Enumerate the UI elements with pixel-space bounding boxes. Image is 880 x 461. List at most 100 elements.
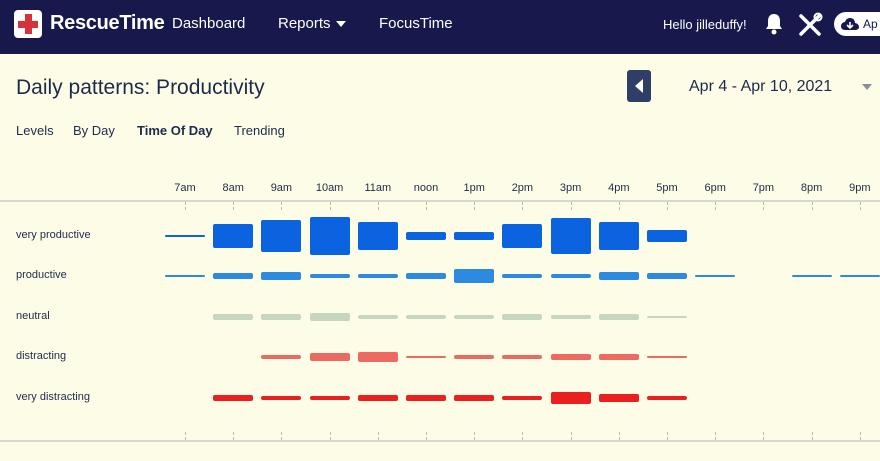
bar-very-productive-7am[interactable] [165, 235, 205, 237]
bar-neutral-1pm[interactable] [454, 314, 495, 320]
bar-distracting-9am[interactable] [261, 354, 302, 360]
hour-label-9am: 9am [270, 182, 293, 194]
hour-tick-top [811, 202, 813, 210]
date-range-selector[interactable]: Apr 4 - Apr 10, 2021 [689, 78, 833, 95]
nav-focustime[interactable]: FocusTime [379, 15, 453, 32]
tab-trending[interactable]: Trending [234, 123, 285, 138]
bar-neutral-noon[interactable] [406, 315, 446, 319]
bar-productive-5pm[interactable] [647, 273, 687, 279]
hour-label-9pm: 9pm [849, 182, 871, 194]
hour-tick-bottom [667, 432, 668, 440]
bar-productive-3pm[interactable] [550, 273, 591, 279]
bar-neutral-4pm[interactable] [598, 314, 639, 320]
bar-very-distracting-5pm[interactable] [647, 396, 687, 400]
bar-distracting-4pm[interactable] [598, 353, 639, 361]
row-label-neutral: neutral [16, 310, 50, 322]
chevron-down-icon[interactable] [336, 21, 346, 27]
bar-very-productive-1pm[interactable] [454, 231, 495, 241]
page-title: Daily patterns: Productivity [16, 76, 265, 99]
brand-name[interactable]: RescueTime [50, 12, 165, 34]
nav-reports[interactable]: Reports [278, 15, 331, 32]
app-button-label: Ap [863, 17, 878, 31]
hour-tick-top [426, 202, 427, 210]
bar-productive-2pm[interactable] [502, 274, 543, 278]
bar-very-distracting-4pm[interactable] [598, 393, 639, 403]
bar-productive-6pm[interactable] [695, 275, 736, 277]
bar-very-productive-8am[interactable] [213, 224, 254, 248]
chevron-down-icon[interactable] [862, 84, 872, 90]
hour-tick-bottom [185, 432, 186, 440]
hour-tick-top [377, 202, 379, 210]
bar-very-productive-10am[interactable] [309, 217, 350, 255]
bar-distracting-5pm[interactable] [647, 355, 687, 359]
top-navigation-bar: RescueTime Dashboard Reports FocusTime H… [0, 0, 880, 54]
bar-very-distracting-2pm[interactable] [502, 396, 543, 400]
row-label-very-productive: very productive [16, 229, 91, 241]
bar-very-distracting-11am[interactable] [357, 395, 398, 401]
bar-very-distracting-noon[interactable] [406, 395, 446, 401]
bar-neutral-10am[interactable] [309, 313, 350, 321]
bar-productive-noon[interactable] [406, 272, 446, 280]
bar-very-productive-4pm[interactable] [598, 222, 639, 250]
bar-distracting-noon[interactable] [406, 355, 446, 359]
bar-very-productive-11am[interactable] [357, 222, 398, 250]
bar-very-productive-9am[interactable] [261, 219, 302, 253]
bar-neutral-8am[interactable] [213, 314, 254, 320]
bar-productive-7am[interactable] [165, 275, 205, 277]
hour-label-3pm: 3pm [559, 182, 582, 194]
bar-very-distracting-9am[interactable] [261, 395, 302, 401]
bar-neutral-3pm[interactable] [550, 315, 591, 319]
hour-label-11am: 11am [364, 182, 392, 194]
tools-icon[interactable] [797, 12, 823, 43]
hour-tick-top [329, 202, 331, 210]
hour-tick-bottom [811, 432, 813, 440]
bar-productive-1pm[interactable] [454, 269, 495, 283]
bar-productive-4pm[interactable] [598, 272, 639, 280]
bar-very-productive-noon[interactable] [406, 231, 446, 241]
hour-tick-bottom [281, 432, 283, 440]
user-greeting[interactable]: Hello jilleduffy! [663, 17, 747, 32]
bar-distracting-1pm[interactable] [454, 354, 495, 360]
bar-distracting-10am[interactable] [309, 353, 350, 361]
bell-icon[interactable] [764, 12, 784, 41]
hour-tick-bottom [426, 432, 427, 440]
tab-time-of-day[interactable]: Time Of Day [137, 123, 213, 138]
bar-very-distracting-1pm[interactable] [454, 395, 495, 401]
hour-tick-top [667, 202, 668, 210]
bar-distracting-3pm[interactable] [550, 353, 591, 361]
bar-productive-9am[interactable] [261, 272, 302, 280]
hour-tick-top [618, 202, 620, 210]
tab-by-day[interactable]: By Day [73, 123, 115, 138]
bar-very-productive-2pm[interactable] [502, 224, 543, 248]
bar-distracting-2pm[interactable] [502, 354, 543, 360]
rescuetime-logo-icon[interactable] [14, 10, 42, 38]
hour-label-6pm: 6pm [704, 182, 726, 194]
bar-productive-9pm[interactable] [839, 275, 880, 277]
bar-productive-10am[interactable] [309, 273, 350, 279]
hour-tick-top [281, 202, 283, 210]
previous-week-button[interactable] [627, 70, 651, 102]
hour-tick-top [715, 202, 717, 210]
nav-dashboard[interactable]: Dashboard [172, 15, 246, 32]
bar-neutral-2pm[interactable] [502, 314, 543, 320]
bar-very-productive-5pm[interactable] [647, 230, 687, 242]
hour-tick-bottom [763, 432, 765, 440]
bar-very-distracting-3pm[interactable] [550, 392, 591, 404]
tab-levels[interactable]: Levels [16, 123, 54, 138]
bar-productive-11am[interactable] [357, 274, 398, 278]
bar-productive-8am[interactable] [213, 273, 254, 279]
bar-neutral-5pm[interactable] [647, 315, 687, 319]
hour-tick-bottom [233, 432, 235, 440]
app-download-button[interactable]: Ap [834, 12, 880, 36]
hour-label-4pm: 4pm [608, 182, 630, 194]
bar-neutral-11am[interactable] [357, 314, 398, 320]
row-label-distracting: distracting [16, 350, 67, 362]
bar-very-distracting-10am[interactable] [309, 396, 350, 400]
bar-very-distracting-8am[interactable] [213, 395, 254, 401]
bar-neutral-9am[interactable] [261, 314, 302, 320]
bar-very-productive-3pm[interactable] [550, 218, 591, 254]
row-label-very-distracting: very distracting [16, 391, 90, 403]
hour-label-8am: 8am [222, 182, 244, 194]
bar-productive-8pm[interactable] [791, 275, 832, 277]
bar-distracting-11am[interactable] [357, 352, 398, 362]
